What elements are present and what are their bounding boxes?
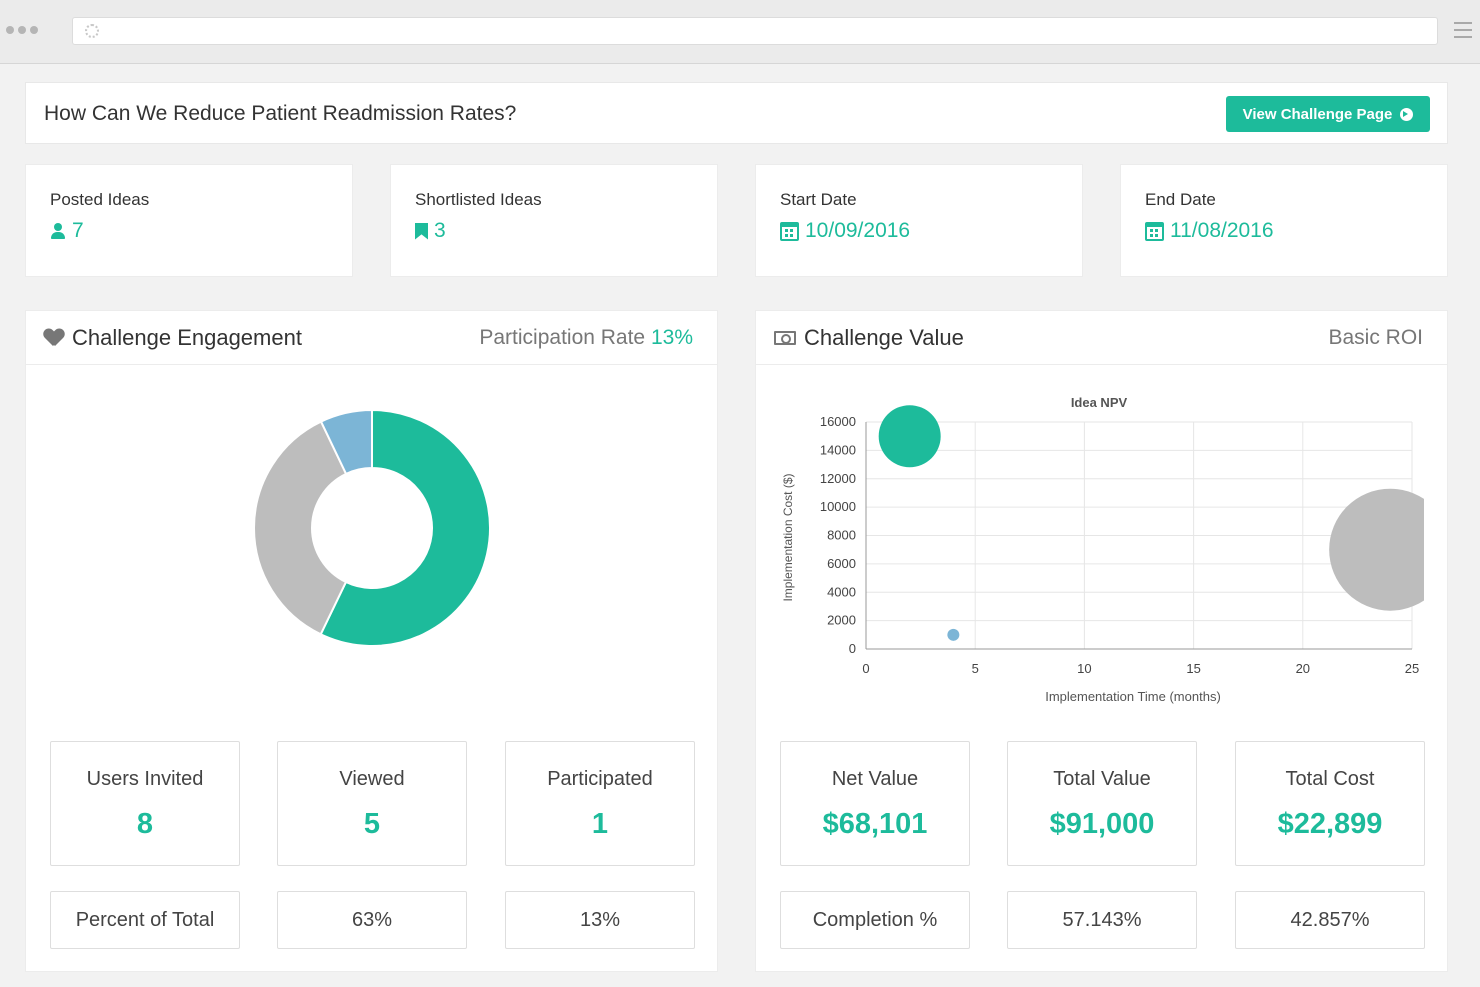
stat-value: 3 (434, 219, 446, 242)
window-controls[interactable] (6, 26, 38, 34)
viewed-box: Viewed 5 (277, 741, 467, 866)
loading-icon (85, 24, 99, 38)
basic-roi-label: Basic ROI (1328, 326, 1423, 349)
panel-header: Challenge Value Basic ROI (756, 311, 1447, 365)
row-value: 57.143% (1062, 909, 1142, 931)
viewed-percent-box: 63% (277, 891, 467, 949)
x-tick-label: 5 (972, 661, 979, 676)
y-tick-label: 14000 (820, 442, 856, 457)
view-challenge-page-label: View Challenge Page (1242, 105, 1393, 123)
box-value: 5 (363, 808, 381, 840)
stat-value: 11/08/2016 (1170, 219, 1274, 242)
x-tick-label: 15 (1186, 661, 1200, 676)
y-tick-label: 6000 (827, 556, 856, 571)
challenge-value-panel: Challenge Value Basic ROI 0 2000 4000 6000 8… (755, 310, 1448, 972)
bubble-point-1[interactable] (947, 628, 960, 641)
y-tick-label: 0 (849, 641, 856, 656)
participated-percent-box: 13% (505, 891, 695, 949)
completion-label-box: Completion % (780, 891, 970, 949)
box-value: 8 (136, 808, 154, 840)
participated-box: Participated 1 (505, 741, 695, 866)
challenge-header: How Can We Reduce Patient Readmission Ra… (25, 82, 1448, 144)
participation-rate: Participation Rate 13% (479, 326, 693, 350)
donut-slice-1[interactable] (253, 420, 348, 636)
box-label: Viewed (339, 768, 405, 790)
row-label: Completion % (812, 909, 938, 931)
stat-value: 7 (72, 219, 84, 242)
browser-chrome (0, 0, 1480, 64)
bubble-point-2[interactable] (1329, 488, 1447, 611)
box-label: Net Value (831, 768, 919, 790)
stat-card-shortlisted-ideas: Shortlisted Ideas 3 (390, 164, 718, 277)
challenge-engagement-panel: Challenge Engagement Participation Rate … (25, 310, 718, 972)
view-challenge-page-button[interactable]: View Challenge Page (1226, 96, 1430, 132)
donut-slice-2[interactable] (319, 408, 373, 476)
row-value: 13% (579, 909, 621, 931)
panel-title: Challenge Engagement (72, 325, 302, 350)
x-tick-label: 20 (1296, 661, 1310, 676)
stat-card-end-date: End Date 11/08/2016 (1120, 164, 1448, 277)
box-label: Users Invited (86, 768, 204, 790)
row-value: 63% (351, 909, 393, 931)
net-value-box: Net Value $68,101 (780, 741, 970, 866)
x-tick-label: 0 (862, 661, 869, 676)
idea-npv-bubble-chart: 0 2000 4000 6000 8000 10000 12000 14000 16000 0 5 1… (781, 395, 1447, 704)
stat-label: Shortlisted Ideas (415, 190, 542, 209)
y-tick-label: 4000 (827, 584, 856, 599)
x-axis-label: Implementation Time (months) (1045, 689, 1221, 704)
participation-rate-value: 13% (650, 326, 693, 349)
calendar-icon (780, 221, 799, 241)
box-value: $68,101 (822, 808, 928, 840)
users-invited-box: Users Invited 8 (50, 741, 240, 866)
money-icon (774, 331, 796, 345)
y-tick-label: 12000 (820, 471, 856, 486)
participation-rate-label: Participation Rate (479, 326, 646, 349)
box-label: Total Value (1053, 768, 1151, 790)
x-tick-label: 25 (1405, 661, 1419, 676)
user-icon (50, 223, 66, 239)
stat-label: End Date (1145, 190, 1216, 209)
box-value: 1 (591, 808, 609, 840)
total-value-box: Total Value $91,000 (1007, 741, 1197, 866)
address-bar[interactable] (72, 17, 1438, 45)
row-label: Percent of Total (75, 909, 215, 931)
row-value: 42.857% (1290, 909, 1370, 931)
chart-title: Idea NPV (1071, 395, 1128, 410)
engagement-donut-chart (253, 408, 491, 647)
box-label: Total Cost (1285, 768, 1375, 790)
challenge-title: How Can We Reduce Patient Readmission Ra… (44, 102, 517, 125)
arrow-circle-right-icon (1400, 107, 1414, 121)
x-tick-label: 10 (1077, 661, 1091, 676)
panel-header: Challenge Engagement Participation Rate … (26, 311, 717, 365)
stat-card-posted-ideas: Posted Ideas 7 (25, 164, 353, 277)
box-value: $22,899 (1277, 808, 1383, 840)
box-label: Participated (547, 768, 653, 790)
stat-value: 10/09/2016 (805, 219, 911, 242)
total-cost-box: Total Cost $22,899 (1235, 741, 1425, 866)
stat-card-start-date: Start Date 10/09/2016 (755, 164, 1083, 277)
y-axis-label: Implementation Cost ($) (781, 473, 795, 601)
bubble-point-0[interactable] (878, 405, 941, 468)
donut-slice-0[interactable] (319, 408, 491, 647)
percent-of-total-label-box: Percent of Total (50, 891, 240, 949)
box-value: $91,000 (1049, 808, 1155, 840)
y-tick-label: 8000 (827, 528, 856, 543)
y-tick-label: 10000 (820, 499, 856, 514)
heart-icon (44, 329, 64, 347)
stat-label: Posted Ideas (50, 190, 150, 209)
calendar-icon (1145, 221, 1164, 241)
panel-title: Challenge Value (804, 325, 964, 350)
total-cost-percent-box: 42.857% (1235, 891, 1425, 949)
y-tick-label: 2000 (827, 613, 856, 628)
stat-label: Start Date (780, 190, 857, 209)
y-tick-label: 16000 (820, 414, 856, 429)
bookmark-icon (415, 222, 428, 240)
total-value-percent-box: 57.143% (1007, 891, 1197, 949)
hamburger-menu-icon[interactable] (1454, 22, 1472, 38)
